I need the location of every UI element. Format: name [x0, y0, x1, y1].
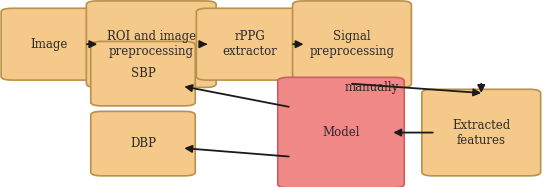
FancyBboxPatch shape — [91, 111, 195, 176]
FancyBboxPatch shape — [91, 42, 195, 106]
FancyBboxPatch shape — [422, 89, 541, 176]
Text: manually: manually — [344, 81, 399, 94]
FancyBboxPatch shape — [86, 1, 216, 88]
FancyBboxPatch shape — [293, 1, 411, 88]
FancyBboxPatch shape — [196, 8, 304, 80]
Text: Signal
preprocessing: Signal preprocessing — [310, 30, 394, 58]
Text: SBP: SBP — [131, 67, 155, 80]
Text: DBP: DBP — [130, 137, 156, 150]
FancyBboxPatch shape — [278, 77, 404, 187]
Text: ROI and image
preprocessing: ROI and image preprocessing — [107, 30, 196, 58]
Text: rPPG
extractor: rPPG extractor — [223, 30, 278, 58]
Text: Extracted
features: Extracted features — [452, 119, 510, 147]
FancyBboxPatch shape — [1, 8, 98, 80]
Text: Model: Model — [322, 126, 360, 139]
Text: Image: Image — [31, 38, 68, 51]
